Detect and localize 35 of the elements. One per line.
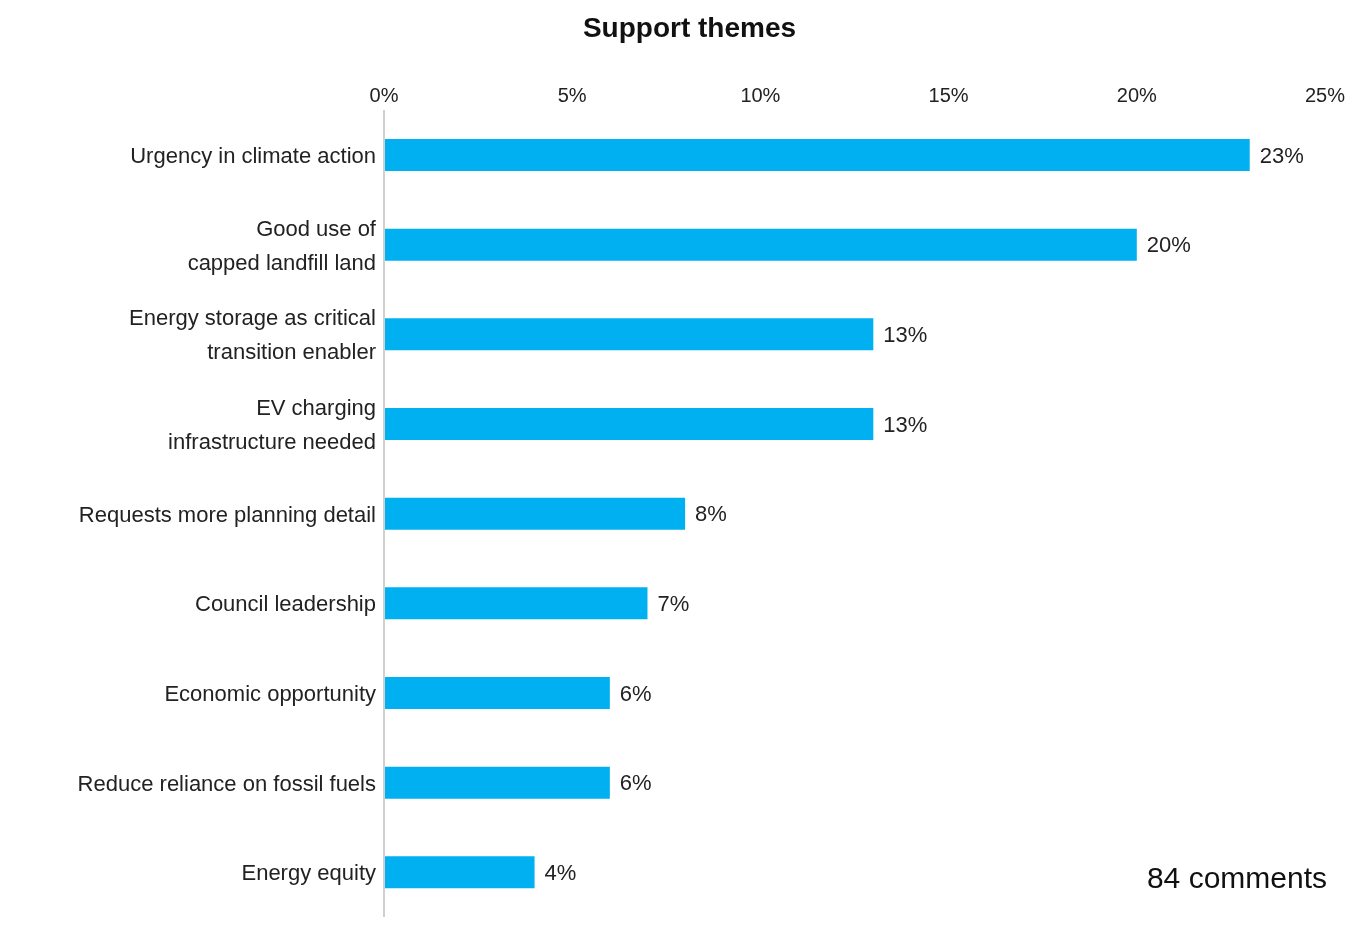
data-label: 13%: [883, 321, 928, 347]
bar: [384, 408, 874, 440]
x-tick-label: 10%: [740, 84, 781, 106]
data-label: 20%: [1146, 232, 1191, 258]
bar: [384, 497, 686, 530]
y-tick-label: Energy equity: [241, 859, 376, 885]
y-tick-label: Energy storage as critical transition enabler: [129, 304, 376, 364]
x-tick-label: 20%: [1116, 84, 1158, 106]
x-tick-label: 15%: [928, 84, 969, 106]
y-tick-label: Requests more planning detail: [78, 501, 376, 526]
data-label: 23%: [1259, 142, 1304, 168]
bar: [384, 139, 1250, 171]
data-label: 6%: [619, 680, 652, 706]
y-tick-label: Reduce reliance on fossil fuels: [77, 770, 376, 795]
annotation: 84 comments: [1146, 861, 1327, 895]
y-tick-label: Council leadership: [195, 590, 376, 616]
bar: [384, 228, 1137, 261]
x-tick-label: 25%: [1304, 84, 1346, 106]
bar: [384, 856, 535, 889]
y-tick-label: Good use of capped landfill land: [187, 215, 377, 274]
y-tick-label: Urgency in climate action: [130, 142, 376, 168]
data-label: 13%: [883, 411, 928, 437]
bar: [384, 318, 874, 351]
y-tick-label: EV charging infrastructure needed: [168, 394, 376, 454]
x-tick-label: 0%: [369, 84, 399, 106]
data-label: 8%: [695, 501, 727, 527]
bar: [384, 587, 648, 620]
bar: [384, 766, 610, 799]
bar: [384, 677, 610, 709]
y-tick-label: Economic opportunity: [164, 680, 376, 706]
data-label: 6%: [619, 770, 652, 796]
chart-title: Support themes: [581, 11, 798, 45]
data-label: 4%: [544, 859, 577, 885]
x-tick-label: 5%: [557, 84, 587, 106]
data-label: 7%: [657, 590, 690, 616]
